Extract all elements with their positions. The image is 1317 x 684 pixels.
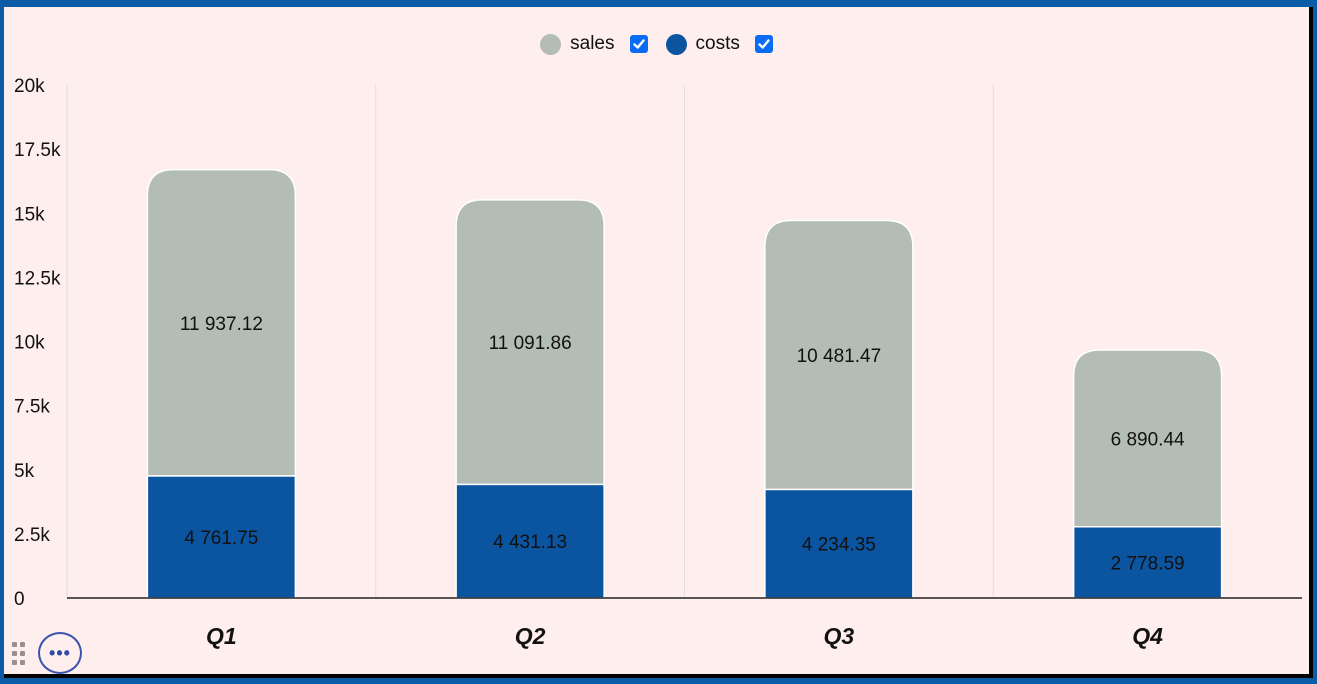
bar-costs-Q3 [764, 488, 914, 599]
data-label-costs-Q3: 4 234.35 [802, 535, 876, 556]
legend-checkbox-costs[interactable] [754, 35, 773, 53]
legend-dot-costs [665, 33, 687, 55]
data-label-sales-Q1: 11 937.12 [180, 314, 263, 335]
bar-sales-Q2 [455, 199, 605, 486]
bar-sales-Q1 [146, 168, 297, 477]
legend-checkbox-sales[interactable] [629, 35, 648, 53]
x-tick-label-Q4: Q4 [1132, 623, 1163, 649]
y-tick-label: 15k [14, 204, 45, 225]
x-tick-label-Q2: Q2 [515, 623, 546, 649]
y-tick-label: 5k [14, 461, 35, 482]
y-tick-label: 17.5k [14, 140, 61, 161]
data-label-costs-Q1: 4 761.75 [184, 528, 258, 549]
y-tick-label: 0 [14, 589, 25, 610]
y-tick-label: 2.5k [14, 525, 50, 546]
legend-label-costs: costs [695, 33, 740, 54]
drag-handle-icon[interactable] [12, 642, 26, 666]
x-tick-label-Q3: Q3 [824, 623, 855, 649]
data-label-sales-Q2: 11 091.86 [489, 333, 572, 354]
y-tick-label: 7.5k [14, 397, 50, 418]
legend-item-costs[interactable]: costs [665, 33, 773, 55]
bar-costs-Q1 [146, 475, 297, 599]
y-tick-label: 10k [14, 333, 45, 354]
chart-legend: sales costs [4, 33, 1309, 55]
y-tick-label: 12.5k [14, 268, 61, 289]
legend-label-sales: sales [570, 33, 615, 54]
stacked-bar-chart: 0 2.5k 5k 7.5k 10k 12.5k 15k 17.5k 20k 4 761.75 11… [14, 76, 1302, 649]
checkmark-icon [632, 39, 645, 49]
data-label-costs-Q2: 4 431.13 [493, 532, 567, 553]
y-tick-label: 20k [14, 76, 45, 97]
legend-item-sales[interactable]: sales [540, 33, 648, 55]
chart-panel: sales costs 0 2.5k 5k 7.5k 10k 12.5k 15k 17.5k 2… [4, 7, 1313, 678]
data-label-sales-Q3: 10 481.47 [797, 346, 882, 367]
data-label-sales-Q4: 6 890.44 [1111, 429, 1185, 450]
more-options-button[interactable]: ••• [38, 632, 82, 674]
checkmark-icon [758, 39, 770, 49]
ellipsis-icon: ••• [49, 642, 71, 663]
legend-dot-sales [540, 33, 562, 55]
x-tick-label-Q1: Q1 [206, 623, 237, 649]
bar-sales-Q4 [1072, 349, 1223, 528]
bar-sales-Q3 [764, 219, 914, 491]
bar-costs-Q2 [455, 483, 605, 599]
data-label-costs-Q4: 2 778.59 [1111, 553, 1185, 574]
